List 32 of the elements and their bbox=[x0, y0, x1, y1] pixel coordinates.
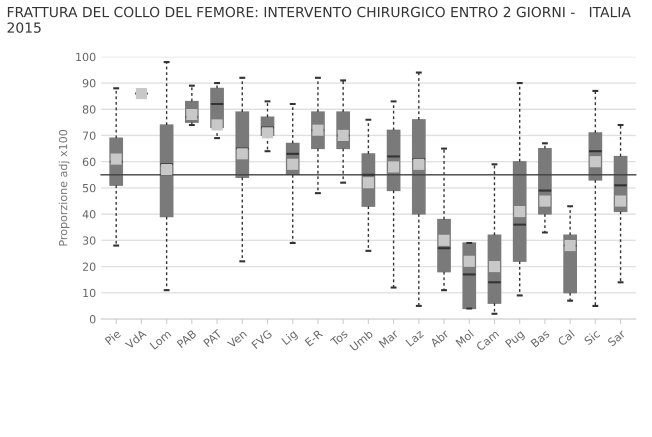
x-tick-label: PAT bbox=[203, 328, 223, 348]
y-tick-label: 60 bbox=[82, 158, 96, 166]
x-tick-label: Lig bbox=[281, 329, 299, 347]
x-tick-label: Sar bbox=[607, 328, 626, 347]
y-tick-label: 80 bbox=[82, 105, 96, 114]
x-tick-label: Pug bbox=[504, 330, 526, 350]
x-tick-label: Tos bbox=[330, 329, 348, 347]
y-tick-label: 0 bbox=[90, 314, 96, 324]
y-tick-label: 100 bbox=[76, 52, 96, 62]
x-tick-label: Lom bbox=[150, 330, 172, 350]
x-tick-label: Cal bbox=[557, 329, 575, 346]
y-tick-label: 70 bbox=[82, 131, 96, 140]
y-tick-label: 10 bbox=[83, 288, 96, 298]
x-tick-label: Laz bbox=[405, 329, 424, 347]
y-tick-label: 90 bbox=[82, 79, 96, 88]
x-tick-label: PAB bbox=[176, 330, 197, 348]
x-tick-label: Abr bbox=[429, 328, 450, 348]
chart-title: FRATTURA DEL COLLO DEL FEMORE: INTERVENTO CHIRURGICO ENTRO 2 GIORNI - ITALIA 2015 bbox=[8, 6, 631, 33]
x-tick-label: VdA bbox=[124, 328, 147, 350]
x-tick-label: Bas bbox=[530, 329, 550, 348]
x-tick-label: E-R bbox=[304, 329, 324, 347]
x-tick-label: Mol bbox=[455, 329, 474, 348]
y-axis-title: Proporzione adj x100 bbox=[58, 130, 70, 246]
x-tick-label: Cam bbox=[476, 329, 500, 352]
x-tick-label: Sic bbox=[583, 329, 600, 346]
y-tick-label: 20 bbox=[82, 262, 96, 271]
y-tick-label: 40 bbox=[82, 210, 96, 219]
x-tick-label: Pie bbox=[104, 329, 122, 346]
x-tick-label: Mar bbox=[378, 328, 400, 348]
y-tick-label: 30 bbox=[82, 236, 96, 245]
x-tick-label: Ven bbox=[226, 330, 248, 349]
y-tick-label: 50 bbox=[82, 184, 96, 192]
